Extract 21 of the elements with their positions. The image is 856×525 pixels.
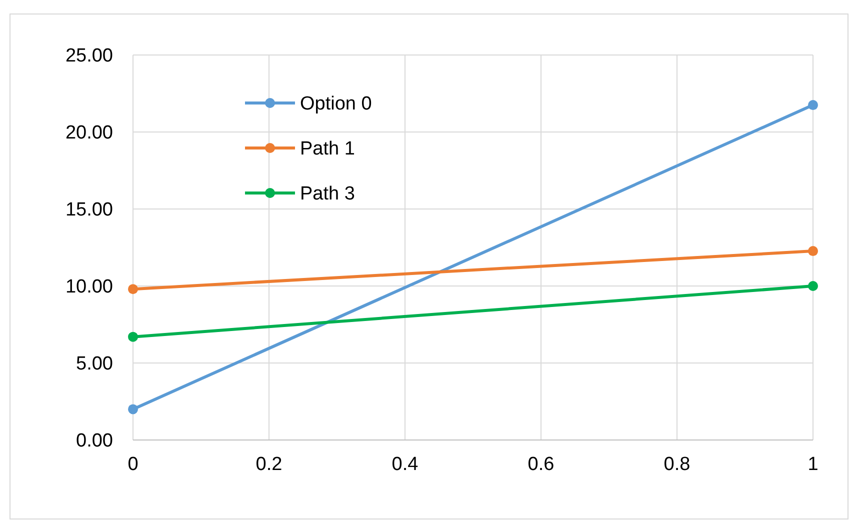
x-tick-label: 0.4 — [392, 454, 419, 475]
point — [808, 281, 818, 291]
y-tick-label: 5.00 — [76, 354, 113, 375]
point — [128, 404, 138, 414]
x-tick-label: 0.2 — [256, 454, 282, 475]
y-tick-label: 0.00 — [76, 430, 113, 452]
x-tick-label: 1 — [808, 454, 818, 475]
legend-label: Path 1 — [300, 138, 355, 160]
point — [808, 246, 818, 256]
y-tick-label: 15.00 — [65, 200, 113, 221]
y-tick-label: 10.00 — [65, 276, 113, 298]
legend-label: Option 0 — [300, 94, 372, 115]
legend-label: Path 3 — [300, 184, 355, 205]
y-tick-label: 25.00 — [65, 46, 113, 67]
point — [808, 100, 818, 110]
point — [128, 284, 138, 294]
x-tick-label: 0.6 — [528, 454, 554, 475]
x-tick-label: 0.8 — [664, 454, 690, 475]
x-tick-label: 0 — [128, 454, 138, 475]
point — [128, 332, 138, 342]
y-tick-label: 20.00 — [65, 122, 113, 144]
